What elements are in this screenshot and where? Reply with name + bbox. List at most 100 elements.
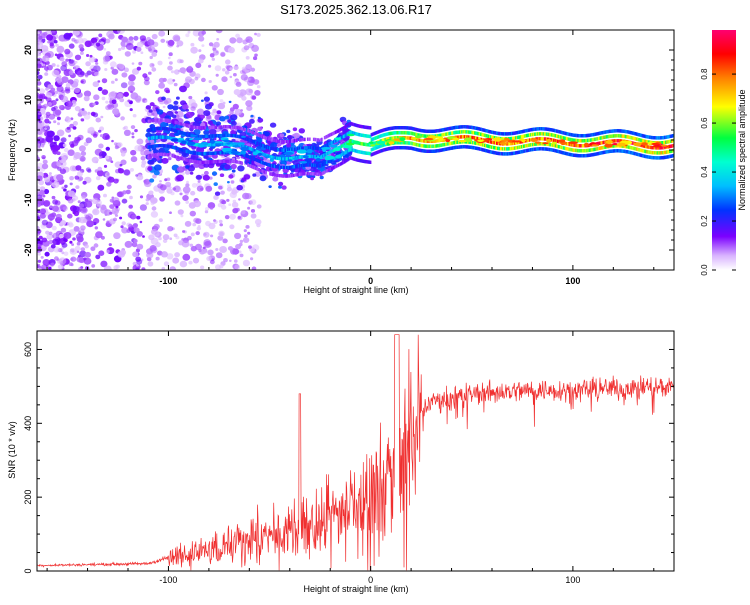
heatmap-noise-cell xyxy=(162,234,170,241)
heatmap-band-cell xyxy=(568,142,571,147)
heatmap-band-cell xyxy=(480,137,482,141)
heatmap-band-cell xyxy=(356,132,359,136)
heatmap-band-cell xyxy=(271,172,273,176)
heatmap-band-cell xyxy=(306,171,309,176)
heatmap-band-cell xyxy=(283,139,285,144)
heatmap-peak-cell xyxy=(542,142,549,145)
heatmap-band-cell xyxy=(236,160,239,164)
heatmap-band-cell xyxy=(180,130,183,135)
heatmap-band-cell xyxy=(456,125,458,129)
heatmap-spread-cell xyxy=(195,174,203,180)
heatmap-band-cell xyxy=(361,125,364,129)
heatmap-band-cell xyxy=(636,132,639,136)
heatmap-band-cell xyxy=(327,151,330,155)
heatmap-noise-cell xyxy=(74,54,82,61)
heatmap-band-cell xyxy=(257,141,259,146)
heatmap-band-cell xyxy=(147,119,150,124)
heatmap-band-cell xyxy=(590,148,593,152)
heatmap-band-cell xyxy=(182,148,185,153)
heatmap-band-cell xyxy=(193,142,196,147)
heatmap-noise-cell xyxy=(60,95,69,103)
heatmap-band-cell xyxy=(432,149,435,153)
heatmap-noise-cell xyxy=(101,89,109,95)
heatmap-band-cell xyxy=(451,141,453,145)
heatmap-band-cell xyxy=(644,154,647,159)
heatmap-band-cell xyxy=(379,134,382,138)
heatmap-band-cell xyxy=(574,143,577,148)
heatmap-band-cell xyxy=(473,126,475,130)
heatmap-band-cell xyxy=(158,144,161,148)
heatmap-band-cell xyxy=(276,165,278,169)
heatmap-noise-cell xyxy=(80,225,86,231)
heatmap-band-cell xyxy=(458,140,460,144)
heatmap-band-cell xyxy=(383,128,386,132)
heatmap-band-cell xyxy=(205,151,208,156)
heatmap-band-cell xyxy=(475,126,477,130)
heatmap-band-cell xyxy=(332,140,335,144)
heatmap-band-cell xyxy=(179,156,182,160)
heatmap-band-cell xyxy=(306,137,309,141)
heatmap-band-cell xyxy=(163,144,166,148)
heatmap-noise-cell xyxy=(179,59,184,64)
heatmap-band-cell xyxy=(498,141,500,146)
heatmap-band-cell xyxy=(314,163,317,168)
heatmap-band-cell xyxy=(542,127,545,131)
heatmap-band-cell xyxy=(412,142,415,146)
heatmap-band-cell xyxy=(249,155,251,159)
heatmap-band-cell xyxy=(329,158,332,163)
heatmap-band-cell xyxy=(292,165,294,169)
heatmap-band-cell xyxy=(661,146,664,150)
heatmap-noise-cell xyxy=(211,57,215,61)
heatmap-noise-cell xyxy=(173,233,178,238)
heatmap-noise-cell xyxy=(221,204,227,210)
snr-series-line xyxy=(37,334,674,571)
heatmap-band-cell xyxy=(405,131,408,135)
heatmap-band-cell xyxy=(458,145,460,149)
heatmap-noise-cell xyxy=(63,251,69,256)
heatmap-spread-cell xyxy=(189,171,194,175)
heatmap-spread-cell xyxy=(203,163,210,168)
heatmap-noise-cell xyxy=(200,265,205,270)
heatmap-band-cell xyxy=(343,125,346,129)
heatmap-noise-cell xyxy=(229,259,232,262)
heatmap-band-cell xyxy=(418,133,421,137)
heatmap-peak-cell xyxy=(651,142,660,146)
heatmap-band-cell xyxy=(361,159,364,163)
heatmap-band-cell xyxy=(207,151,210,156)
heatmap-peak-cell xyxy=(347,133,355,137)
heatmap-band-cell xyxy=(340,153,343,157)
heatmap-band-cell xyxy=(579,144,582,148)
heatmap-band-cell xyxy=(397,131,400,135)
heatmap-noise-cell xyxy=(73,210,80,217)
heatmap-band-cell xyxy=(195,160,198,164)
heatmap-band-cell xyxy=(517,145,520,149)
heatmap-noise-cell xyxy=(153,223,160,230)
heatmap-band-cell xyxy=(587,133,590,138)
heatmap-noise-cell xyxy=(49,42,54,47)
heatmap-band-cell xyxy=(485,134,487,138)
heatmap-band-cell xyxy=(297,172,299,177)
heatmap-band-cell xyxy=(458,130,460,134)
heatmap-noise-cell xyxy=(223,258,228,263)
heatmap-band-cell xyxy=(166,118,169,122)
heatmap-band-cell xyxy=(298,172,300,177)
heatmap-band-cell xyxy=(494,151,496,155)
heatmap-band-cell xyxy=(580,139,583,143)
heatmap-band-cell xyxy=(593,137,596,142)
heatmap-band-cell xyxy=(620,139,623,143)
heatmap-band-cell xyxy=(390,146,393,150)
heatmap-band-cell xyxy=(554,129,557,133)
heatmap-band-cell xyxy=(345,150,348,154)
heatmap-spread-cell xyxy=(230,120,237,126)
heatmap-band-cell xyxy=(513,136,515,140)
heatmap-band-cell xyxy=(498,131,500,136)
heatmap-noise-cell xyxy=(120,152,126,157)
heatmap-band-cell xyxy=(469,135,471,139)
heatmap-band-cell xyxy=(489,135,491,139)
heatmap-band-cell xyxy=(327,168,330,172)
heatmap-band-cell xyxy=(490,140,492,144)
heatmap-band-cell xyxy=(164,127,167,131)
heatmap-band-cell xyxy=(489,130,491,134)
heatmap-band-cell xyxy=(588,153,591,157)
heatmap-band-cell xyxy=(477,126,479,131)
